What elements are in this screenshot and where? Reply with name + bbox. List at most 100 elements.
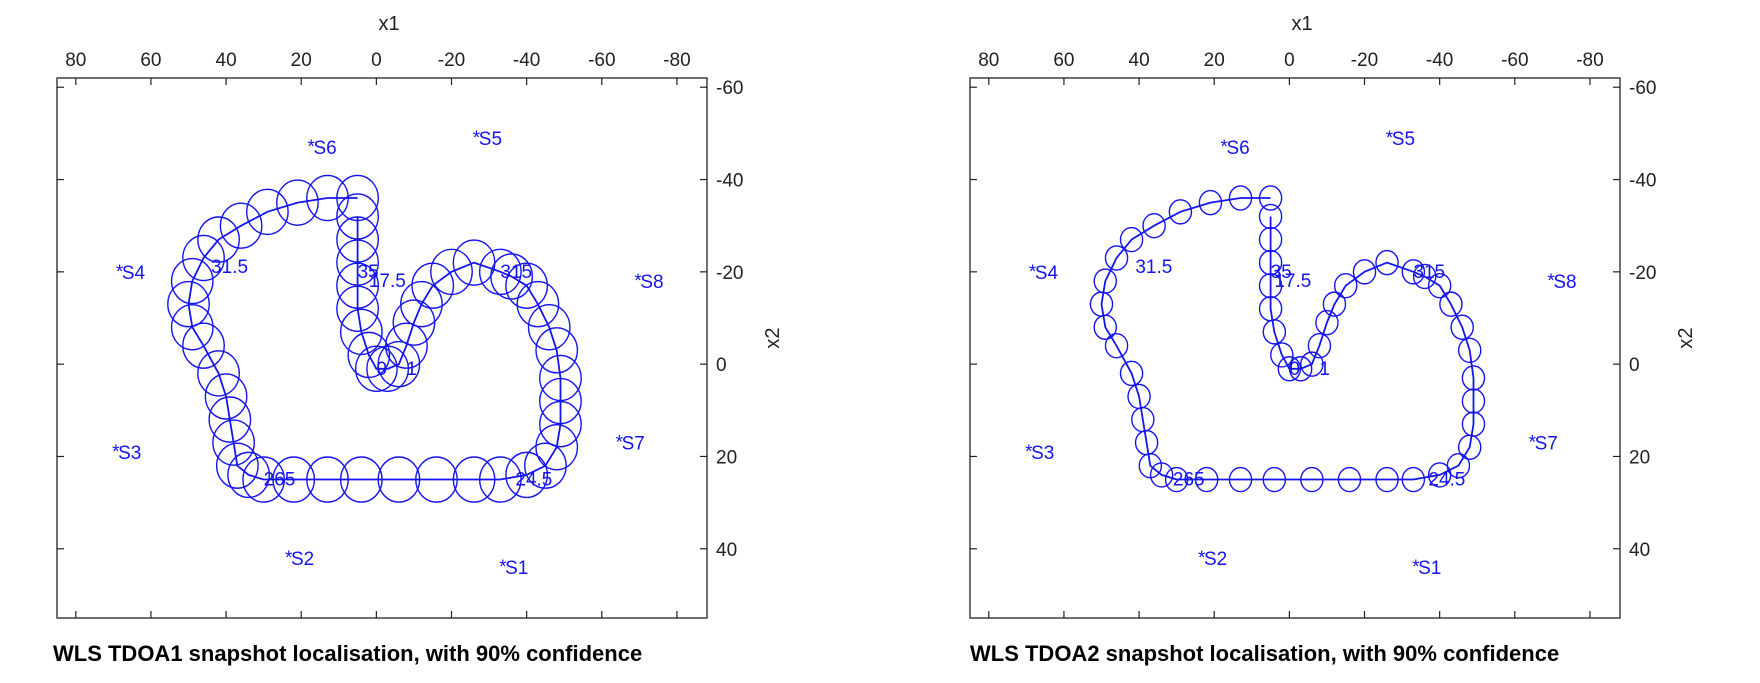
x-tick-label: -20	[438, 50, 465, 71]
y-tick-label: -40	[1629, 171, 1656, 192]
confidence-ellipse	[535, 327, 579, 374]
chart-svg-tdoa2: 80 60 40 20 0 -20 -40 -60 -80 -60 -40 -20 0 20 40 x1 x2 *…	[969, 13, 1697, 619]
confidence-ellipse	[400, 280, 443, 328]
sensor-marker: *	[1412, 557, 1420, 578]
x-tick-label: 40	[216, 50, 237, 71]
confidence-ellipse	[1333, 272, 1358, 299]
chart-title-tdoa1: WLS TDOA1 snapshot localisation, with 90…	[53, 641, 643, 666]
sensor-marker: *	[1029, 262, 1037, 283]
confidence-ellipse	[227, 451, 271, 499]
confidence-ellipse	[170, 257, 214, 305]
confidence-ellipse	[392, 299, 436, 346]
confidence-ellipse	[182, 322, 225, 369]
confidence-ellipse	[208, 396, 252, 443]
track-line	[1100, 197, 1475, 481]
confidence-ellipse	[1093, 314, 1118, 340]
time-label: 315	[1413, 262, 1445, 283]
x-tick-label: -20	[1351, 50, 1378, 71]
confidence-ellipse	[1450, 314, 1474, 340]
confidence-ellipse	[167, 280, 210, 328]
confidence-ellipse	[478, 248, 522, 296]
time-label: 24.5	[515, 470, 552, 491]
confidence-ellipse	[212, 419, 256, 466]
time-label: 17.5	[369, 271, 406, 292]
time-label: 31.5	[211, 257, 248, 278]
confidence-ellipse	[1198, 189, 1223, 216]
x-tick-label: -60	[1501, 50, 1528, 71]
y-axis-label: x2	[1675, 327, 1697, 348]
sensor-label: S6	[313, 138, 336, 159]
chart-title-tdoa2: WLS TDOA2 snapshot localisation, with 90…	[970, 641, 1560, 666]
confidence-ellipse	[276, 179, 319, 226]
sensor-label: S3	[1031, 443, 1054, 464]
sensor-label: S8	[1553, 272, 1576, 293]
x-tick-label: 20	[291, 50, 312, 71]
x-tick-label: -80	[1576, 50, 1603, 71]
y-tick-label: -40	[716, 171, 743, 192]
confidence-ellipse	[1457, 337, 1482, 364]
confidence-ellipse	[1307, 332, 1332, 359]
time-label: 265	[264, 470, 296, 491]
confidence-ellipse	[204, 373, 248, 420]
time-label: 31.5	[1135, 257, 1172, 278]
confidence-ellipse	[505, 451, 549, 499]
y-tick-label: -60	[1629, 78, 1656, 99]
sensor-label: S4	[1035, 263, 1059, 284]
confidence-ellipse	[505, 262, 549, 309]
sensor-label: S7	[622, 434, 645, 455]
sensor-marker: *	[116, 262, 124, 283]
confidence-ellipse	[197, 216, 241, 263]
sensor-label: S7	[1535, 434, 1558, 455]
confidence-ellipse	[215, 442, 259, 489]
confidence-ellipse	[1375, 249, 1399, 276]
sensor-marker: *	[473, 128, 481, 149]
plot-frame	[969, 77, 1621, 619]
sensor-marker: *	[1025, 442, 1033, 463]
y-tick-label: 40	[1629, 540, 1650, 561]
x-tick-label: 80	[978, 50, 999, 71]
sensor-label: S5	[1392, 129, 1415, 150]
confidence-ellipse	[516, 280, 560, 328]
x-tick-label: 0	[371, 50, 382, 71]
sensor-marker: *	[285, 548, 293, 569]
sensor-marker: *	[499, 557, 507, 578]
sensor-label: S1	[1418, 558, 1441, 579]
sensor-marker: *	[616, 433, 624, 454]
sensor-label: S8	[640, 272, 663, 293]
x-tick-label: -60	[588, 50, 615, 71]
time-label: 315	[500, 262, 532, 283]
y-tick-label: 20	[1629, 447, 1650, 468]
sensor-label: S2	[1204, 549, 1227, 570]
x-tick-label: 60	[140, 50, 161, 71]
y-tick-label: -20	[1629, 263, 1656, 284]
confidence-ellipse	[1315, 309, 1339, 336]
confidence-ellipse	[527, 303, 571, 351]
confidence-ellipse	[347, 331, 391, 379]
y-axis-label: x2	[762, 327, 784, 348]
y-tick-label: 0	[1629, 355, 1640, 376]
x-tick-label: 60	[1053, 50, 1074, 71]
y-tick-label: 40	[716, 540, 737, 561]
x-tick-label: 0	[1284, 50, 1295, 71]
track-line	[187, 197, 562, 481]
confidence-ellipse	[523, 442, 567, 489]
time-label: 17.5	[1274, 271, 1311, 292]
sensor-marker: *	[307, 137, 315, 158]
chart-panel-tdoa1: 80 60 40 20 0 -20 -40 -60 -80 -60 -40 -20 0 20 40 x1 x2 *…	[53, 13, 784, 666]
confidence-ellipse	[1104, 332, 1129, 359]
sensor-label: S4	[122, 263, 146, 284]
confidence-ellipse	[339, 308, 383, 356]
sensor-marker: *	[112, 442, 120, 463]
confidence-ellipse	[182, 234, 225, 282]
time-label: 0	[1289, 359, 1300, 380]
confidence-ellipse	[170, 303, 214, 351]
y-tick-label: 0	[716, 355, 727, 376]
y-tick-label: 20	[716, 447, 737, 468]
confidence-ellipse	[1439, 291, 1463, 317]
x-axis-label: x1	[1291, 13, 1312, 35]
confidence-ellipse	[245, 188, 289, 236]
x-tick-label: -40	[513, 50, 540, 71]
confidence-ellipse	[197, 350, 241, 397]
time-label: 265	[1173, 470, 1205, 491]
y-tick-label: -60	[716, 78, 743, 99]
